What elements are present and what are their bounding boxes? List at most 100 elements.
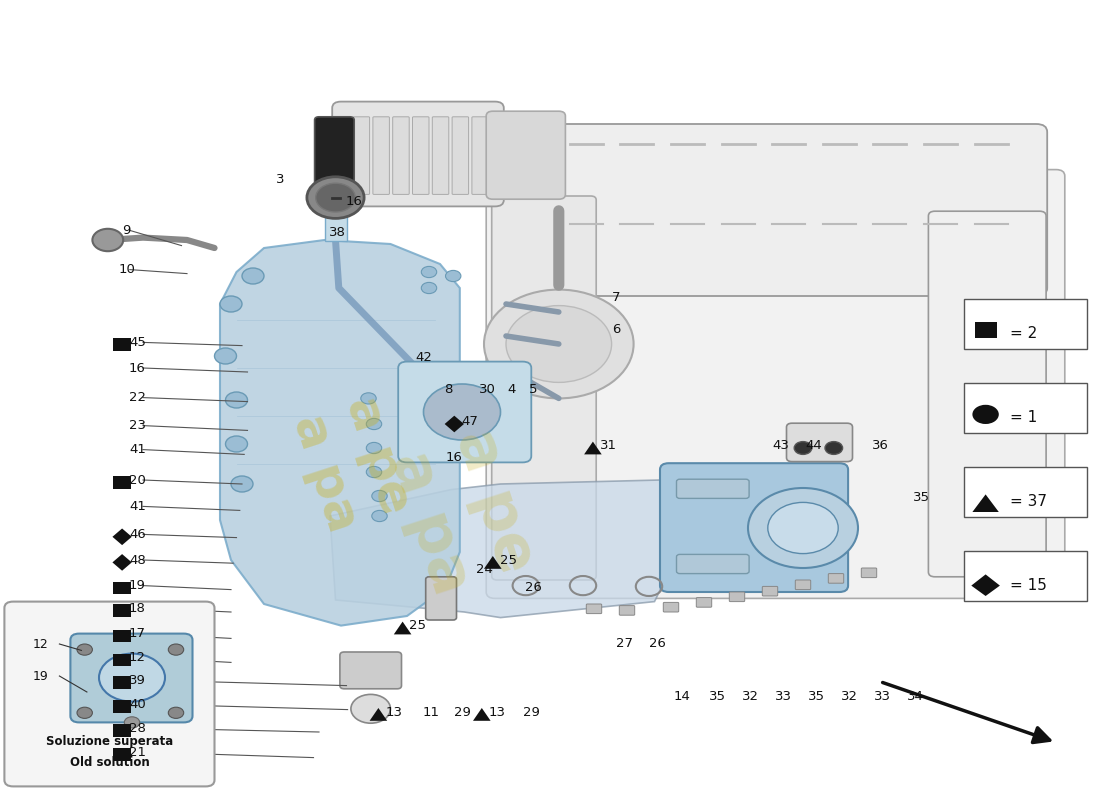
Circle shape — [506, 306, 612, 382]
Text: 35: 35 — [708, 690, 726, 702]
Circle shape — [372, 490, 387, 502]
FancyBboxPatch shape — [486, 170, 1065, 598]
Text: 35: 35 — [807, 690, 825, 702]
Text: = 15: = 15 — [1010, 578, 1047, 593]
Text: 22: 22 — [129, 391, 146, 404]
Polygon shape — [220, 240, 460, 626]
Text: 7: 7 — [612, 291, 620, 304]
Text: 48: 48 — [129, 554, 146, 566]
Polygon shape — [370, 708, 387, 721]
Text: 29: 29 — [522, 706, 540, 718]
FancyBboxPatch shape — [861, 568, 877, 578]
Bar — [113, 604, 131, 617]
Bar — [113, 700, 131, 713]
Text: 8: 8 — [444, 383, 453, 396]
FancyBboxPatch shape — [619, 606, 635, 615]
FancyBboxPatch shape — [762, 586, 778, 596]
Text: 12: 12 — [33, 638, 48, 650]
Circle shape — [768, 502, 838, 554]
Bar — [113, 630, 131, 642]
Text: 26: 26 — [649, 637, 667, 650]
Bar — [113, 748, 131, 761]
Text: 16: 16 — [129, 362, 146, 374]
FancyBboxPatch shape — [393, 117, 409, 194]
FancyBboxPatch shape — [795, 580, 811, 590]
Text: 43: 43 — [772, 439, 790, 452]
Circle shape — [92, 229, 123, 251]
FancyBboxPatch shape — [486, 111, 565, 199]
Text: = 1: = 1 — [1010, 410, 1037, 425]
Circle shape — [226, 392, 248, 408]
Text: Soluzione superata: Soluzione superata — [46, 735, 173, 748]
Circle shape — [99, 654, 165, 702]
Bar — [113, 676, 131, 689]
FancyBboxPatch shape — [4, 602, 214, 786]
Circle shape — [372, 510, 387, 522]
Polygon shape — [330, 480, 669, 618]
FancyBboxPatch shape — [472, 117, 488, 194]
FancyBboxPatch shape — [696, 598, 712, 607]
Bar — [113, 476, 131, 489]
Text: 24: 24 — [475, 563, 493, 576]
FancyBboxPatch shape — [426, 577, 456, 620]
Circle shape — [366, 418, 382, 430]
Text: 26: 26 — [525, 581, 542, 594]
Bar — [975, 322, 997, 338]
Text: 16: 16 — [446, 451, 463, 464]
FancyBboxPatch shape — [729, 592, 745, 602]
Text: 19: 19 — [129, 579, 146, 592]
Text: 4: 4 — [507, 383, 516, 396]
Text: 14: 14 — [673, 690, 691, 702]
Circle shape — [421, 266, 437, 278]
Text: 32: 32 — [741, 690, 759, 702]
Circle shape — [77, 644, 92, 655]
FancyBboxPatch shape — [964, 299, 1087, 349]
Circle shape — [168, 644, 184, 655]
Circle shape — [220, 296, 242, 312]
Text: 33: 33 — [873, 690, 891, 702]
FancyBboxPatch shape — [928, 211, 1046, 577]
Circle shape — [316, 183, 355, 212]
Circle shape — [231, 476, 253, 492]
Circle shape — [366, 466, 382, 478]
FancyBboxPatch shape — [964, 467, 1087, 517]
Text: 11: 11 — [422, 706, 440, 718]
Circle shape — [484, 290, 634, 398]
Text: 9: 9 — [122, 224, 131, 237]
Circle shape — [421, 282, 437, 294]
Text: 19: 19 — [33, 670, 48, 682]
Text: 25: 25 — [499, 554, 517, 566]
FancyBboxPatch shape — [452, 117, 469, 194]
Bar — [113, 582, 131, 594]
Polygon shape — [394, 622, 411, 634]
Text: 42: 42 — [415, 351, 432, 364]
Polygon shape — [584, 442, 602, 454]
FancyBboxPatch shape — [70, 634, 192, 722]
Text: 23: 23 — [129, 419, 146, 432]
Text: 41: 41 — [129, 443, 146, 456]
Polygon shape — [972, 494, 999, 512]
Text: 12: 12 — [129, 651, 146, 664]
Text: 36: 36 — [871, 439, 889, 452]
Circle shape — [794, 442, 812, 454]
Text: 34: 34 — [906, 690, 924, 702]
FancyBboxPatch shape — [786, 423, 852, 462]
Polygon shape — [484, 556, 502, 569]
Text: = 2: = 2 — [1010, 326, 1037, 341]
Text: 31: 31 — [600, 439, 617, 452]
FancyBboxPatch shape — [373, 117, 389, 194]
FancyBboxPatch shape — [541, 124, 1047, 296]
Text: 10: 10 — [118, 263, 135, 276]
FancyBboxPatch shape — [492, 196, 596, 580]
Text: 32: 32 — [840, 690, 858, 702]
Text: 45: 45 — [129, 336, 146, 349]
FancyBboxPatch shape — [828, 574, 844, 583]
Bar — [113, 338, 131, 351]
Circle shape — [242, 268, 264, 284]
FancyBboxPatch shape — [353, 117, 370, 194]
FancyBboxPatch shape — [660, 463, 848, 592]
Text: 6: 6 — [612, 323, 620, 336]
Text: 29: 29 — [453, 706, 471, 718]
Circle shape — [77, 707, 92, 718]
Circle shape — [307, 177, 364, 218]
